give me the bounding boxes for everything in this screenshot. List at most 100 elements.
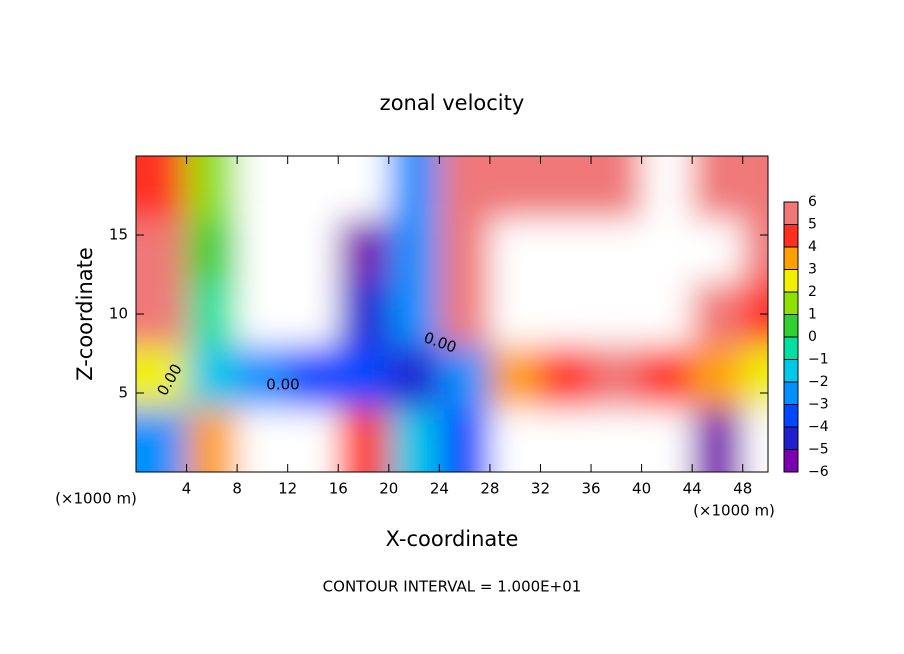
cell <box>692 282 743 346</box>
cell <box>439 345 490 409</box>
x-tick-label: 20 <box>379 480 398 498</box>
cell <box>540 282 592 346</box>
chart-title: zonal velocity <box>380 91 525 115</box>
colorbar-swatch <box>784 314 798 337</box>
colorbar-label: 6 <box>808 194 817 210</box>
cell <box>489 156 541 220</box>
cell <box>692 219 743 283</box>
cell <box>540 219 592 283</box>
x-tick-label: 44 <box>683 480 702 498</box>
colorbar-swatch <box>784 449 798 472</box>
cell <box>186 408 238 472</box>
x-tick-label: 4 <box>182 480 192 498</box>
x-tick-label: 32 <box>531 480 550 498</box>
cell <box>237 345 288 409</box>
cell <box>439 219 490 283</box>
colorbar-swatch <box>784 427 798 450</box>
cell <box>489 408 541 472</box>
cell <box>540 156 592 220</box>
colorbar-label: −2 <box>808 374 829 390</box>
cell <box>388 345 440 409</box>
x-tick-label: 24 <box>430 480 449 498</box>
cell <box>489 282 541 346</box>
colorbar-swatch <box>784 382 798 405</box>
y-unit: (×1000 m) <box>55 490 137 508</box>
colorbar-label: 5 <box>808 217 817 233</box>
cell <box>287 408 339 472</box>
colorbar-swatch <box>784 337 798 360</box>
cell <box>237 282 288 346</box>
cell <box>287 345 339 409</box>
cell <box>591 345 642 409</box>
cell <box>237 156 288 220</box>
colorbar-label: 0 <box>808 329 817 345</box>
colorbar-label: 2 <box>808 284 817 300</box>
cell <box>287 156 339 220</box>
field <box>136 156 768 472</box>
cell <box>489 219 541 283</box>
x-tick-label: 8 <box>232 480 242 498</box>
cell <box>742 345 768 409</box>
y-tick-label: 15 <box>109 226 128 244</box>
cell <box>186 156 238 220</box>
cell <box>338 282 389 346</box>
cell <box>742 219 768 283</box>
x-axis-label: X-coordinate <box>386 527 519 551</box>
colorbar-swatch <box>784 269 798 292</box>
cell <box>591 282 642 346</box>
cell <box>388 408 440 472</box>
colorbar-label: −1 <box>808 352 829 368</box>
cell <box>136 282 187 346</box>
x-tick-label: 12 <box>278 480 297 498</box>
cell <box>186 219 238 283</box>
colorbar-label: 1 <box>808 307 817 323</box>
contour-label: 0.00 <box>266 376 299 394</box>
cell <box>388 282 440 346</box>
colorbar-swatch <box>784 247 798 270</box>
colorbar-swatch <box>784 292 798 315</box>
cell <box>540 345 592 409</box>
colorbar-label: 3 <box>808 262 817 278</box>
cell <box>287 282 339 346</box>
cell <box>489 345 541 409</box>
x-tick-label: 48 <box>733 480 752 498</box>
cell <box>641 156 693 220</box>
contour-interval: CONTOUR INTERVAL = 1.000E+01 <box>323 578 582 596</box>
cell <box>237 408 288 472</box>
cell <box>136 219 187 283</box>
cell <box>439 156 490 220</box>
x-tick-label: 28 <box>480 480 499 498</box>
y-tick-label: 10 <box>109 305 128 323</box>
cell <box>591 219 642 283</box>
cell <box>641 219 693 283</box>
colorbar-swatch <box>784 224 798 247</box>
cell <box>338 156 389 220</box>
cell <box>641 345 693 409</box>
cell <box>641 408 693 472</box>
cell <box>591 408 642 472</box>
cell <box>338 408 389 472</box>
y-tick-label: 5 <box>118 384 128 402</box>
cell <box>338 345 389 409</box>
colorbar-swatch <box>784 404 798 427</box>
cell <box>591 156 642 220</box>
cell <box>742 156 768 220</box>
x-tick-label: 36 <box>581 480 600 498</box>
colorbar-label: −5 <box>808 442 829 458</box>
cell <box>237 219 288 283</box>
colorbar-label: 4 <box>808 239 817 255</box>
cell <box>439 282 490 346</box>
cell <box>186 345 238 409</box>
cell <box>692 345 743 409</box>
cells <box>136 156 768 472</box>
x-unit: (×1000 m) <box>693 502 775 520</box>
cell <box>388 156 440 220</box>
cell <box>742 408 768 472</box>
cell <box>641 282 693 346</box>
cell <box>287 219 339 283</box>
cell <box>136 156 187 220</box>
colorbar-swatch <box>784 202 798 225</box>
x-tick-label: 40 <box>632 480 651 498</box>
x-tick-label: 16 <box>329 480 348 498</box>
